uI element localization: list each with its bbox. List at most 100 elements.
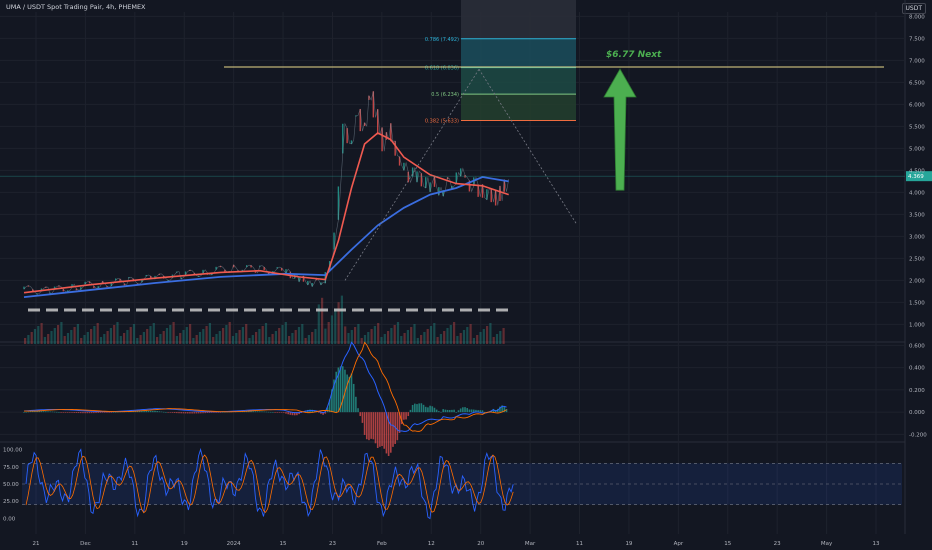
volume-bar: [459, 333, 462, 344]
time-tick-label: Feb: [377, 541, 387, 547]
candle: [451, 185, 453, 190]
macd-histogram-bar: [219, 412, 222, 413]
volume-bar: [50, 331, 53, 344]
macd-histogram-bar: [492, 408, 495, 413]
candle: [307, 280, 309, 285]
fibonacci-retracement: 0.786 (7.492) 0.618 (6.836) 0.5 (6.234) 0.3…: [425, 0, 576, 125]
time-tick-label: 2024: [227, 541, 241, 547]
macd-histogram-bar: [296, 412, 298, 416]
volume-bar: [156, 337, 159, 344]
candle: [250, 265, 252, 268]
volume-bar: [489, 323, 492, 344]
volume-bar: [182, 330, 185, 344]
macd-histogram-bar: [108, 412, 110, 413]
macd-histogram-bar: [462, 407, 464, 413]
volume-bar: [436, 337, 439, 344]
macd-line: [23, 341, 507, 432]
volume-bar: [439, 334, 442, 344]
macd-histogram-bar: [66, 412, 69, 413]
volume-bar: [297, 327, 301, 344]
volume-bar: [268, 337, 271, 344]
time-tick-label: 11: [576, 541, 583, 547]
candle: [350, 140, 353, 144]
macd-histogram-bar: [440, 411, 442, 413]
price-tick-label: 2.000: [909, 278, 925, 284]
macd-histogram-bar: [472, 409, 475, 413]
macd-histogram-bar: [267, 411, 270, 413]
candle: [58, 285, 60, 287]
macd-histogram-bar: [368, 412, 370, 441]
macd-histogram-bar: [411, 404, 414, 413]
macd-histogram-bar: [167, 412, 169, 413]
candle: [420, 173, 423, 187]
price-tick-label: 7.000: [909, 58, 925, 64]
macd-histogram-bar: [453, 409, 455, 413]
macd-histogram-bar: [333, 379, 335, 413]
candle: [93, 286, 95, 289]
volume-bar: [281, 325, 284, 344]
candle: [224, 269, 226, 272]
macd-histogram-bar: [165, 412, 167, 413]
macd-histogram-bar: [252, 411, 255, 413]
volume-bar: [476, 335, 479, 344]
volume-bar: [169, 325, 172, 344]
volume-bar: [241, 327, 244, 344]
macd-histogram-bar: [215, 412, 217, 413]
price-tick-label: 6.000: [909, 102, 925, 108]
volume-bar: [162, 331, 165, 344]
candle: [53, 286, 56, 290]
macd-histogram-bar: [383, 412, 386, 449]
candle: [62, 289, 64, 292]
volume-bar: [238, 330, 241, 344]
candle: [88, 281, 91, 284]
candle: [202, 269, 204, 274]
volume-bar: [136, 338, 139, 344]
time-tick-label: 19: [181, 541, 188, 547]
macd-histogram-bar: [152, 411, 154, 413]
time-tick-label: 15: [280, 541, 287, 547]
candle: [158, 273, 161, 275]
stoch-tick-label: 75.00: [3, 465, 19, 471]
candle: [503, 179, 506, 192]
candle: [381, 127, 383, 152]
volume-bar: [449, 325, 452, 344]
macd-histogram-bar: [317, 412, 320, 413]
macd-histogram-bar: [200, 412, 202, 414]
volume-bar: [73, 327, 76, 344]
volume-bar: [367, 332, 370, 344]
macd-histogram-bar: [335, 371, 338, 413]
macd-histogram-bar: [261, 411, 263, 413]
volume-bar: [288, 336, 291, 344]
macd-histogram-bar: [77, 412, 80, 414]
macd-tick-label: -0.200: [909, 432, 927, 438]
time-tick-label: 12: [428, 541, 435, 547]
macd-histogram-bar: [503, 406, 506, 413]
macd-histogram-bar: [182, 412, 185, 414]
macd-histogram-bar: [101, 412, 104, 413]
macd-histogram-bar: [138, 410, 141, 413]
macd-histogram-bar: [49, 411, 51, 413]
candle: [23, 286, 25, 290]
volume-bar: [70, 330, 73, 344]
macd-histogram-bar: [221, 412, 224, 413]
macd-histogram-bar: [379, 412, 381, 447]
stoch-k-line: [25, 447, 514, 520]
volume-bar: [466, 327, 469, 344]
macd-histogram-bar: [283, 412, 285, 413]
volume-bar: [99, 337, 103, 344]
candle: [429, 182, 431, 192]
macd-histogram-bar: [359, 412, 362, 417]
volume-bar: [327, 322, 330, 344]
volume-bar: [387, 331, 390, 344]
candle: [184, 271, 187, 275]
macd-histogram-bar: [416, 404, 418, 413]
macd-histogram-bar: [259, 411, 261, 413]
candle: [276, 267, 278, 269]
currency-selector[interactable]: USDT: [901, 3, 926, 14]
macd-histogram-bar: [45, 411, 47, 413]
macd-histogram-bar: [414, 403, 416, 413]
macd-histogram-bar: [180, 412, 182, 414]
macd-histogram-bar: [256, 411, 259, 413]
macd-histogram-bar: [372, 412, 375, 440]
